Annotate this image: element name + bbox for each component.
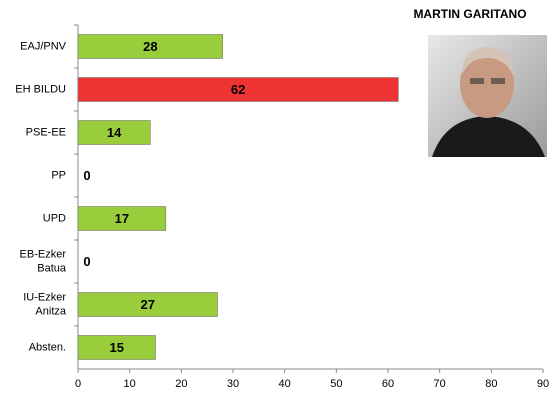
value-label: 0 [83,168,90,183]
x-tick-label: 0 [75,378,81,390]
value-label: 14 [107,125,122,140]
x-tick-label: 20 [175,378,187,390]
bar [77,206,167,231]
y-tick-label: Absten. [29,341,66,353]
value-label: 17 [115,211,129,226]
x-tick-label: 30 [227,378,239,390]
y-tick-label: PP [51,169,66,181]
bar [77,292,218,317]
x-tick-label: 10 [124,378,136,390]
x-tick-label: 40 [279,378,291,390]
value-label: 0 [83,254,90,269]
y-tick-label: PSE-EE [26,126,66,138]
y-tick-label: IU-Ezker Anitza [23,291,67,317]
x-tick-label: 80 [485,378,497,390]
y-tick-label: EAJ/PNV [20,40,67,52]
y-tick-label: UPD [43,212,66,224]
value-label: 27 [141,297,155,312]
value-label: 15 [110,340,124,355]
x-tick-label: 60 [382,378,394,390]
chart-title: MARTIN GARITANO [413,7,526,21]
portrait-photo [428,35,547,157]
x-tick-label: 90 [537,378,549,390]
bar [77,77,399,102]
y-tick-label: EB-Ezker Batua [20,248,67,274]
value-label: 28 [143,39,157,54]
x-tick-label: 50 [330,378,342,390]
value-label: 62 [231,82,245,97]
x-tick-label: 70 [434,378,446,390]
y-tick-label: EH BILDU [15,83,66,95]
bar [77,34,223,59]
bar [77,120,151,145]
bar [77,335,156,360]
